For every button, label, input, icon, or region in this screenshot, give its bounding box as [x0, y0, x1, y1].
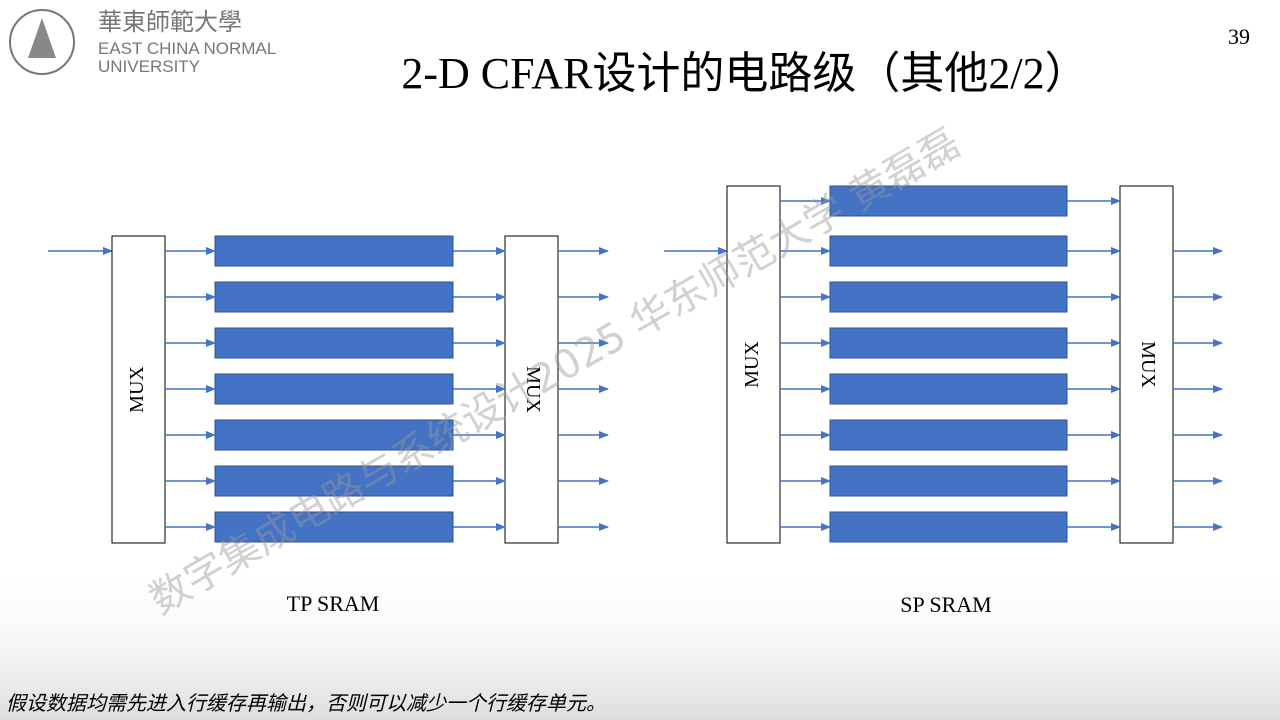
- line-buffer: [829, 281, 1068, 313]
- mux-box: [726, 185, 781, 544]
- line-buffer: [829, 465, 1068, 497]
- tp-sram-diagram: MUX MUX: [48, 235, 609, 544]
- line-buffer: [214, 281, 454, 313]
- diagram-label: SP SRAM: [900, 592, 992, 617]
- mux-box: [504, 235, 559, 544]
- diagram-label: TP SRAM: [287, 591, 380, 616]
- line-buffer: [214, 327, 454, 359]
- mux-label: MUX: [741, 341, 763, 388]
- logo-seal: [9, 9, 75, 75]
- watermark: 数字集成电路与系统设计2025 华东师范大学 黄磊磊: [142, 120, 968, 623]
- line-buffer: [214, 419, 454, 451]
- logo-tree: [28, 18, 56, 58]
- line-buffer: [829, 419, 1068, 451]
- line-buffer: [214, 235, 454, 267]
- mux-label: MUX: [126, 366, 148, 413]
- line-buffer: [829, 235, 1068, 267]
- logo: [9, 9, 75, 75]
- background-scene: [0, 560, 1280, 720]
- line-buffer: [829, 373, 1068, 405]
- page-number: 39: [1228, 24, 1250, 49]
- logo-english: EAST CHINA NORMAL: [98, 39, 276, 58]
- line-buffer: [829, 185, 1068, 217]
- line-buffer: [829, 327, 1068, 359]
- slide-title: 2-D CFAR设计的电路级（其他2/2）: [401, 49, 1088, 98]
- footnote: 假设数据均需先进入行缓存再输出，否则可以减少一个行缓存单元。: [6, 691, 606, 715]
- logo-english: UNIVERSITY: [98, 57, 200, 76]
- line-buffer: [829, 511, 1068, 543]
- mux-label: MUX: [1137, 341, 1159, 388]
- mux-box: [111, 235, 166, 544]
- line-buffer: [214, 373, 454, 405]
- mux-label: MUX: [522, 366, 544, 413]
- logo-chinese: 華東師範大學: [98, 8, 242, 36]
- sp-sram-diagram: MUX MUX: [664, 185, 1223, 544]
- mux-box: [1119, 185, 1174, 544]
